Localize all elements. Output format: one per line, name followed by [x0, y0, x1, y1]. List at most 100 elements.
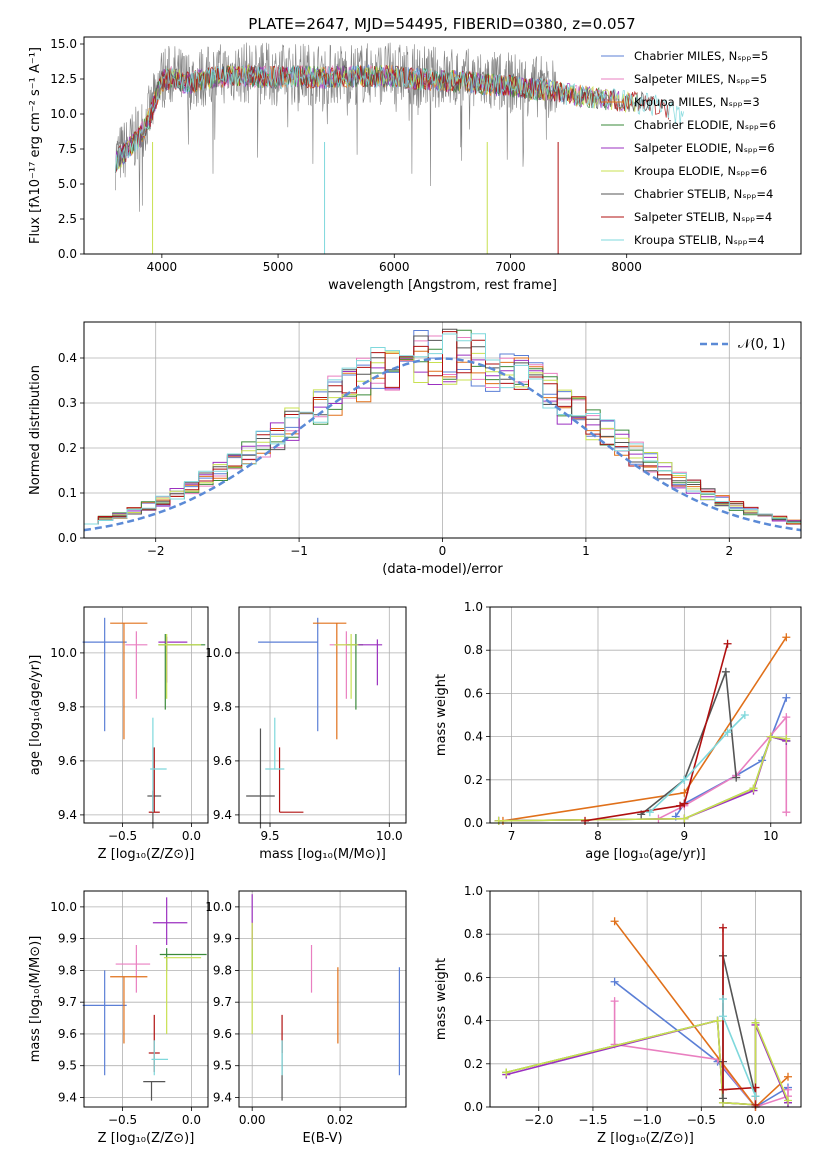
legend-label-chabrier_stelib: Chabrier STELIB, Nₛₚₚ=4 — [634, 187, 773, 201]
series-line-kroupa_elodie — [506, 1019, 789, 1106]
series-line-kroupa_stelib — [649, 714, 746, 813]
x-tick-label: −2.0 — [524, 1113, 553, 1127]
y-tick-label: 10.0 — [50, 900, 77, 914]
y-tick-label: 9.9 — [58, 932, 77, 946]
x-tick-label: −1.5 — [578, 1113, 607, 1127]
x-tick-label: 0.02 — [327, 1113, 354, 1127]
marker-salpeter_stelib — [723, 639, 732, 648]
marker-kroupa_elodie — [749, 784, 758, 793]
figure-title: PLATE=2647, MJD=54495, FIBERID=0380, z=0… — [248, 15, 635, 33]
marker-kroupa_stelib — [740, 711, 749, 719]
marker-salpeter_stelib — [676, 801, 685, 810]
x-axis-label: Z [log₁₀(Z/Z⊙)] — [98, 847, 195, 862]
histogram-salpeter_stelib — [83, 331, 801, 538]
x-tick-label: 10.0 — [376, 829, 403, 843]
marker-kroupa_miles — [783, 1072, 792, 1081]
marker-chabrier_stelib — [721, 667, 730, 676]
y-tick-label: 5.0 — [58, 177, 77, 191]
y-tick-label: 0.0 — [58, 531, 77, 545]
marker-salpeter_stelib — [718, 1085, 727, 1094]
legend-label-salpeter_miles: Salpeter MILES, Nₛₚₚ=5 — [634, 72, 767, 86]
y-axis-label: mass weight — [434, 958, 449, 1040]
marker-kroupa_stelib — [718, 995, 727, 1003]
marker-kroupa_elodie — [502, 1068, 511, 1077]
panel-mass-vs-ebv: 0.00 0.02 9.4 9.5 9.6 9.7 9.8 9.9 10.0 E(B-V) — [205, 890, 407, 1146]
x-tick-label: 0.00 — [239, 1113, 266, 1127]
legend-label-kroupa_miles: Kroupa MILES, Nₛₚₚ=3 — [634, 95, 760, 109]
series-line-kroupa_elodie — [498, 735, 787, 822]
x-tick-label: −1 — [290, 544, 308, 558]
y-tick-label: 9.6 — [58, 754, 77, 768]
histogram-kroupa_stelib — [83, 333, 801, 538]
marker-kroupa_stelib — [723, 728, 732, 737]
y-tick-label: 0.6 — [464, 970, 483, 984]
x-tick-label: −1.0 — [633, 1113, 662, 1127]
panel-residuals: −2 −1 0 1 2 0.0 0.1 0.2 0.3 0.4 (data-model)/error… — [28, 321, 802, 577]
y-tick-label: 10.0 — [50, 107, 77, 121]
y-tick-label: 9.7 — [58, 995, 77, 1009]
x-axis-label: mass [log₁₀(M/M⊙)] — [259, 847, 386, 862]
y-tick-label: 0.2 — [464, 773, 483, 787]
marker-kroupa_elodie — [680, 814, 689, 823]
marker-chabrier_stelib — [718, 1094, 727, 1103]
marker-chabrier_miles — [610, 977, 619, 986]
y-tick-label: 0.6 — [464, 686, 483, 700]
y-tick-label: 9.8 — [213, 963, 232, 977]
marker-chabrier_miles — [782, 693, 791, 702]
y-tick-label: 10.0 — [205, 900, 232, 914]
y-tick-label: 10.0 — [205, 646, 232, 660]
x-axis-label: Z [log₁₀(Z/Z⊙)] — [597, 1131, 694, 1146]
panel-age-vs-Z: −0.5 0.0 9.4 9.6 9.8 10.0 Z [log₁₀(Z/Z⊙)] age [… — [28, 606, 209, 862]
x-tick-label: −0.5 — [108, 829, 137, 843]
legend-label-chabrier_miles: Chabrier MILES, Nₛₚₚ=5 — [634, 49, 768, 63]
y-tick-label: 9.9 — [213, 932, 232, 946]
y-tick-label: 0.3 — [58, 396, 77, 410]
y-tick-label: 9.8 — [58, 963, 77, 977]
x-tick-label: 0 — [439, 544, 447, 558]
x-tick-label: 7000 — [495, 260, 526, 274]
x-tick-label: 8000 — [611, 260, 642, 274]
y-tick-label: 9.6 — [58, 1027, 77, 1041]
model-spectrum-kroupa_stelib — [115, 64, 684, 173]
x-tick-label: 0.0 — [746, 1113, 765, 1127]
y-tick-label: 9.8 — [58, 700, 77, 714]
y-axis-label: mass weight — [434, 674, 449, 756]
y-tick-label: 0.0 — [464, 1100, 483, 1114]
legend-label-gaussian: 𝒩(0, 1) — [738, 337, 785, 352]
panel-spectrum: 4000 5000 6000 7000 8000 0.0 2.5 5.0 7.5 10.0 12.5… — [28, 36, 802, 293]
marker-kroupa_elodie — [751, 1018, 760, 1027]
x-tick-label: 5000 — [263, 260, 294, 274]
y-axis-label: Flux [fλ10⁻¹⁷ erg cm⁻² s⁻¹ A⁻¹] — [28, 47, 43, 244]
marker-kroupa_stelib — [718, 1012, 727, 1021]
legend-label-salpeter_stelib: Salpeter STELIB, Nₛₚₚ=4 — [634, 210, 772, 224]
series-line-salpeter_elodie — [498, 735, 787, 822]
y-tick-label: 9.6 — [213, 754, 232, 768]
x-axis-label: Z [log₁₀(Z/Z⊙)] — [98, 1131, 195, 1146]
marker-kroupa_elodie — [494, 816, 503, 825]
y-tick-label: 15.0 — [50, 37, 77, 51]
x-axis-label: (data-model)/error — [382, 562, 503, 577]
y-tick-label: 0.8 — [464, 643, 483, 657]
y-tick-label: 0.4 — [464, 730, 483, 744]
series-line-chabrier_elodie — [498, 735, 787, 822]
marker-kroupa_stelib — [645, 808, 654, 817]
y-tick-label: 0.2 — [58, 441, 77, 455]
x-tick-label: 2 — [725, 544, 733, 558]
legend-label-kroupa_stelib: Kroupa STELIB, Nₛₚₚ=4 — [634, 233, 765, 247]
axes-frame — [489, 890, 802, 1108]
x-tick-label: 0.0 — [182, 829, 201, 843]
marker-salpeter_miles — [782, 808, 791, 817]
marker-kroupa_elodie — [782, 734, 791, 743]
x-tick-label: 9.5 — [260, 829, 279, 843]
y-axis-label: Normed distribution — [28, 365, 43, 495]
y-tick-label: 9.4 — [213, 808, 232, 822]
x-tick-label: −2 — [147, 544, 165, 558]
marker-salpeter_stelib — [751, 1100, 760, 1109]
x-tick-label: 6000 — [379, 260, 410, 274]
marker-kroupa_elodie — [766, 732, 775, 741]
y-tick-label: 1.0 — [464, 600, 483, 614]
y-tick-label: 9.6 — [213, 1027, 232, 1041]
gaussian-curve — [83, 357, 802, 532]
panel-weight-vs-age: 7 8 9 10 0.0 0.2 0.4 0.6 0.8 1.0 age [log₁₀(age/yr… — [434, 600, 802, 862]
marker-kroupa_stelib — [751, 1092, 760, 1101]
